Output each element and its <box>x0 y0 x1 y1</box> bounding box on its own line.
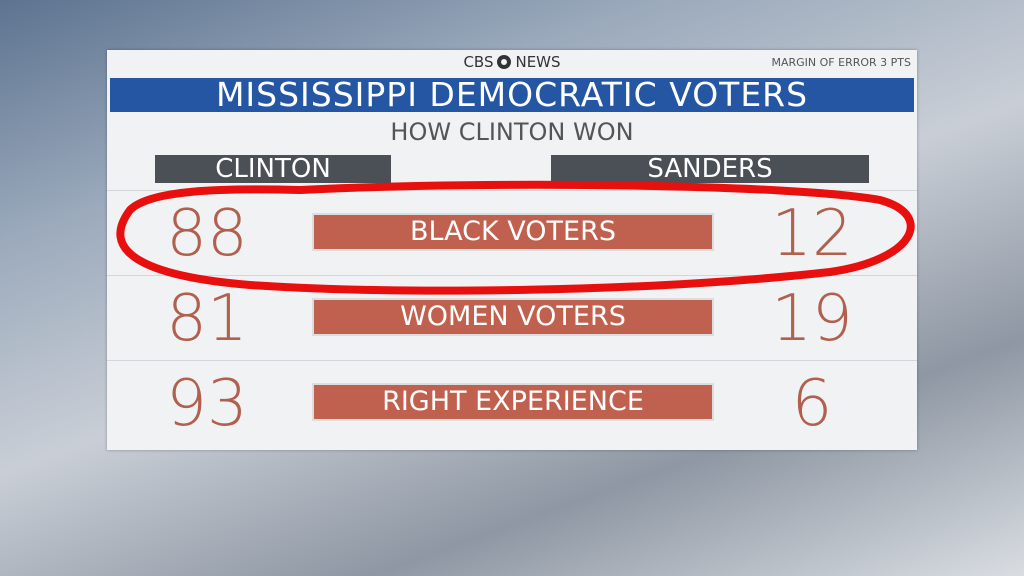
clinton-value: 93 <box>166 367 248 441</box>
column-header: SANDERS <box>551 155 869 183</box>
subtitle: HOW CLINTON WON <box>390 118 634 146</box>
logo-text: NEWS <box>515 53 561 71</box>
row: 81 WOMEN VOTERS 19 <box>107 275 917 361</box>
logo-eye <box>497 55 512 69</box>
network-logo: CBS NEWS <box>107 53 917 71</box>
row-label: RIGHT EXPERIENCE <box>312 383 714 421</box>
sanders-value: 19 <box>771 282 853 356</box>
logo-text: CBS <box>463 53 494 71</box>
row: 88 BLACK VOTERS 12 <box>107 190 917 276</box>
clinton-value: 88 <box>166 197 248 271</box>
graphic-panel: CBS NEWS MARGIN OF ERROR 3 PTS MISSISSIPP… <box>107 50 917 450</box>
column-header: CLINTON <box>155 155 391 183</box>
sanders-value: 12 <box>771 197 853 271</box>
row: 93 RIGHT EXPERIENCE 6 <box>107 360 917 446</box>
row-label: WOMEN VOTERS <box>312 298 714 336</box>
title: MISSISSIPPI DEMOCRATIC VOTERS <box>110 78 914 112</box>
margin-note: MARGIN OF ERROR 3 PTS <box>771 56 912 69</box>
clinton-value: 81 <box>166 282 248 356</box>
row-label: BLACK VOTERS <box>312 213 714 251</box>
sanders-value: 6 <box>791 367 833 441</box>
